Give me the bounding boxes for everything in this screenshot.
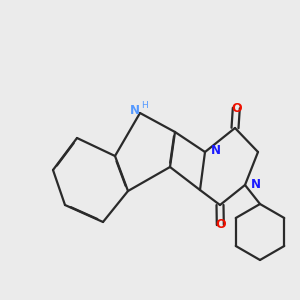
Text: N: N [251, 178, 261, 191]
Text: N: N [130, 104, 140, 118]
Text: H: H [142, 101, 148, 110]
Text: N: N [211, 145, 221, 158]
Text: O: O [231, 101, 242, 115]
Text: O: O [215, 218, 226, 232]
